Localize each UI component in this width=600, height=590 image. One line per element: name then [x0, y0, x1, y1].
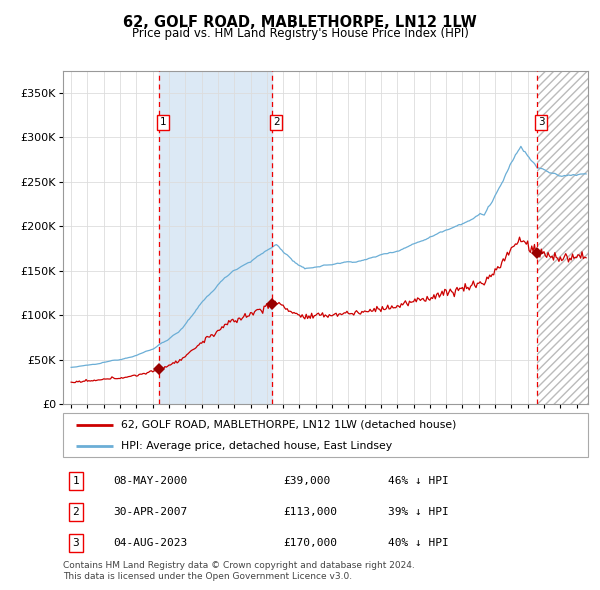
Text: 40% ↓ HPI: 40% ↓ HPI [389, 538, 449, 548]
Text: Contains HM Land Registry data © Crown copyright and database right 2024.: Contains HM Land Registry data © Crown c… [63, 560, 415, 569]
Text: 62, GOLF ROAD, MABLETHORPE, LN12 1LW (detached house): 62, GOLF ROAD, MABLETHORPE, LN12 1LW (de… [121, 420, 456, 430]
Bar [159, 71, 272, 404]
Text: 3: 3 [73, 538, 79, 548]
Text: HPI: Average price, detached house, East Lindsey: HPI: Average price, detached house, East… [121, 441, 392, 451]
Text: 04-AUG-2023: 04-AUG-2023 [113, 538, 187, 548]
Text: This data is licensed under the Open Government Licence v3.0.: This data is licensed under the Open Gov… [63, 572, 352, 581]
Text: 2: 2 [73, 507, 79, 517]
Text: 2: 2 [273, 117, 280, 127]
Text: 39% ↓ HPI: 39% ↓ HPI [389, 507, 449, 517]
Text: Price paid vs. HM Land Registry's House Price Index (HPI): Price paid vs. HM Land Registry's House … [131, 27, 469, 40]
Text: £39,000: £39,000 [284, 476, 331, 486]
Text: 46% ↓ HPI: 46% ↓ HPI [389, 476, 449, 486]
Text: 3: 3 [538, 117, 545, 127]
FancyBboxPatch shape [63, 413, 588, 457]
Text: 62, GOLF ROAD, MABLETHORPE, LN12 1LW: 62, GOLF ROAD, MABLETHORPE, LN12 1LW [123, 15, 477, 30]
Text: 1: 1 [73, 476, 79, 486]
Text: 1: 1 [160, 117, 166, 127]
Text: 30-APR-2007: 30-APR-2007 [113, 507, 187, 517]
Text: £170,000: £170,000 [284, 538, 337, 548]
Bar [537, 71, 588, 404]
Text: £113,000: £113,000 [284, 507, 337, 517]
Text: 08-MAY-2000: 08-MAY-2000 [113, 476, 187, 486]
Bar [537, 71, 588, 404]
